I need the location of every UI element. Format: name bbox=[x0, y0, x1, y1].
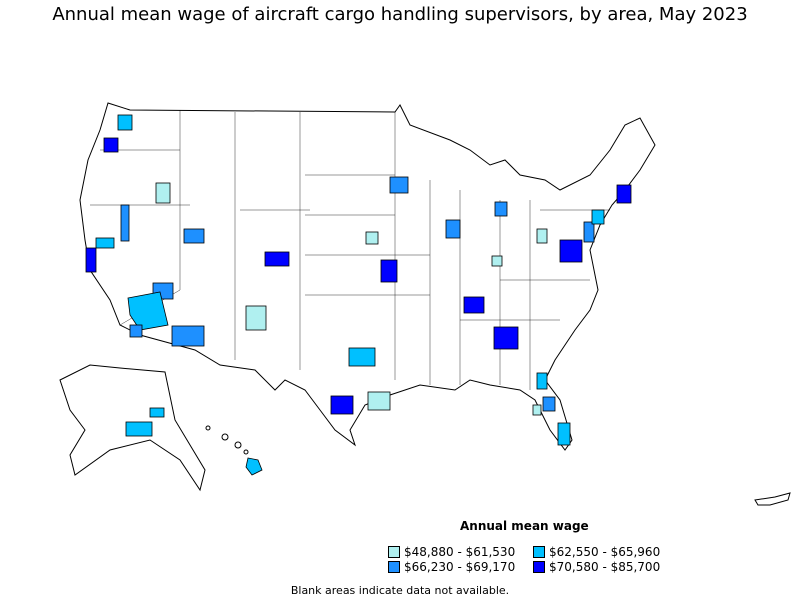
legend-swatch bbox=[533, 546, 545, 558]
legend-swatch bbox=[533, 561, 545, 573]
puerto-rico bbox=[754, 492, 791, 506]
footnote: Blank areas indicate data not available. bbox=[290, 584, 510, 597]
legend-swatch bbox=[388, 546, 400, 558]
legend-label: $66,230 - $69,170 bbox=[404, 560, 516, 574]
map-title: Annual mean wage of aircraft cargo handl… bbox=[52, 4, 748, 25]
legend-item: $62,550 - $65,960 bbox=[533, 545, 660, 559]
legend-label: $48,880 - $61,530 bbox=[404, 545, 516, 559]
legend-item: $48,880 - $61,530 bbox=[388, 545, 515, 559]
legend-swatch bbox=[388, 561, 400, 573]
legend-item: $70,580 - $85,700 bbox=[533, 560, 660, 574]
hawaii bbox=[205, 425, 263, 476]
legend-title: Annual mean wage bbox=[460, 519, 589, 533]
wage-areas bbox=[85, 114, 632, 446]
legend-label: $70,580 - $85,700 bbox=[549, 560, 661, 574]
legend-label: $62,550 - $65,960 bbox=[549, 545, 661, 559]
state-borders bbox=[90, 110, 610, 390]
legend-item: $66,230 - $69,170 bbox=[388, 560, 515, 574]
